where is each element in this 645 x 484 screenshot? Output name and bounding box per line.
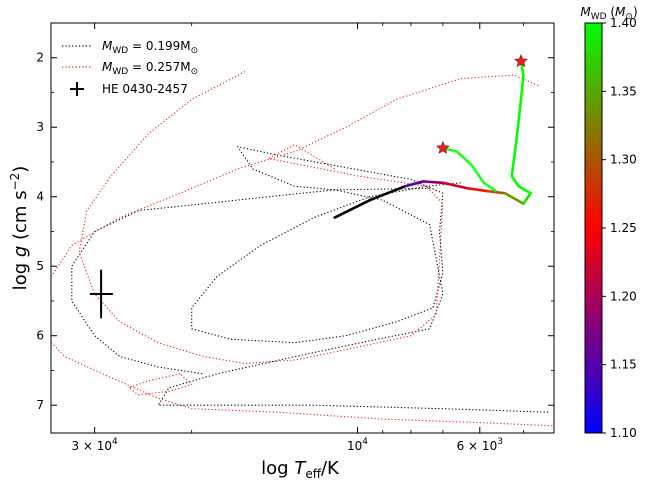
x-tick-label: 6 × 103 (457, 437, 503, 453)
series-line-2 (51, 74, 554, 427)
y-tick-label: 2 (36, 51, 44, 65)
y-tick-label: 4 (36, 190, 44, 204)
colorbar-tick-label: 1.35 (610, 84, 637, 98)
colorbar-tick-label: 1.30 (610, 153, 637, 167)
track-segment (519, 73, 525, 101)
series-layer (51, 59, 554, 427)
x-axis-label: log Teff/K (261, 458, 340, 481)
colorbar-gradient (584, 22, 603, 434)
colorbar-title: MWD (M⊙) (580, 5, 637, 22)
x-tick-label: 104 (347, 437, 368, 453)
track-segment (503, 191, 525, 205)
track-segment (522, 191, 532, 205)
track-segment (368, 185, 407, 202)
legend-label-0257: MWD = 0.257M⊙ (102, 60, 198, 77)
track-segment (421, 180, 445, 185)
legend-label-0199: MWD = 0.199M⊙ (102, 39, 198, 56)
marker-layer (89, 53, 528, 319)
series-line-0 (157, 146, 549, 413)
series-line-4 (128, 373, 193, 396)
track-segment (517, 185, 532, 195)
colorbar: MWD (M⊙) 1.10 1.15 1.20 1.25 1.30 1.35 1.40 (580, 5, 637, 440)
track-segment (515, 98, 523, 143)
plot-area: 3 × 104 104 6 × 103 2 3 4 5 6 7 (36, 22, 555, 453)
series-line-3 (78, 71, 444, 365)
y-tick-label: 3 (36, 120, 44, 134)
series-line-1 (71, 187, 430, 375)
y-tick-label: 7 (36, 398, 44, 412)
track-segment (441, 181, 470, 190)
colorbar-tick-label: 1.10 (610, 426, 637, 440)
colorbar-tick-label: 1.20 (610, 289, 637, 303)
track-segment (333, 198, 372, 219)
colorbar-tick-label: 1.25 (610, 221, 637, 235)
plot-frame (50, 22, 555, 434)
star-marker (514, 53, 528, 68)
legend: MWD = 0.199M⊙ MWD = 0.257M⊙ HE 0430-2457 (62, 39, 198, 96)
track-segment (510, 139, 518, 178)
track-segment (466, 187, 490, 193)
y-tick-label: 6 (36, 329, 44, 343)
star-marker (435, 140, 450, 154)
colorbar-tick-label: 1.15 (610, 358, 637, 372)
track-segment (403, 180, 425, 188)
track-segment (486, 189, 507, 195)
legend-label-he0430: HE 0430-2457 (102, 82, 188, 96)
series-line-6 (442, 146, 498, 193)
colorbar-ticks: 1.10 1.15 1.20 1.25 1.30 1.35 1.40 (602, 16, 637, 440)
y-tick-label: 5 (36, 259, 44, 273)
legend-marker-he0430 (70, 82, 84, 96)
colorbar-tick-label: 1.40 (610, 16, 637, 30)
y-axis-label: log g (cm s−2) (8, 166, 31, 291)
y-axis: 2 3 4 5 6 7 (36, 22, 554, 412)
x-tick-label: 3 × 104 (71, 437, 118, 453)
track-segment (510, 174, 520, 188)
